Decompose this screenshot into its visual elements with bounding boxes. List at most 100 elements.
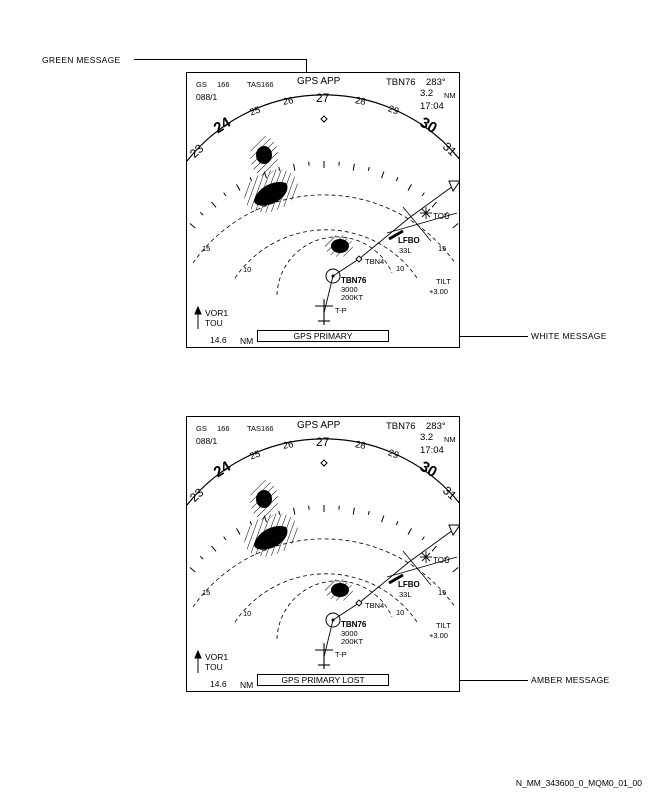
heading-mark-28: 28 xyxy=(354,95,367,108)
range-unit: NM xyxy=(240,336,254,346)
white-message-callout: WHITE MESSAGE xyxy=(531,331,607,341)
range-ring-outer xyxy=(192,538,456,608)
compass-tick xyxy=(367,166,370,171)
nav-station-label: TOU xyxy=(205,662,223,672)
waypoint-bearing: 283° xyxy=(426,77,446,88)
figure-id: N_MM_343600_0_MQM0_01_00 xyxy=(515,778,642,788)
compass-tick xyxy=(199,555,204,560)
compass-tick xyxy=(352,163,355,171)
gs-value: 166 xyxy=(217,424,230,433)
airport-label: LFBO xyxy=(398,580,420,589)
vor1-pointer xyxy=(194,305,202,329)
weather-cell-core-2 xyxy=(254,181,288,206)
waypoint-distance: 3.2 xyxy=(420,432,434,443)
tbn76-speed: 200KT xyxy=(341,637,364,646)
wind-readout: 088/1 xyxy=(196,436,218,446)
nav-display-2: 23 24 25 26 27 28 29 30 31 GS 166 TAS166… xyxy=(186,416,460,692)
heading-mark-26: 26 xyxy=(282,95,295,108)
tbn76-waypoint-dot xyxy=(331,618,335,622)
lubber-diamond xyxy=(320,459,328,467)
compass-tick xyxy=(223,192,227,197)
compass-tick xyxy=(452,567,459,573)
tilt-value: +3.00 xyxy=(429,287,448,296)
tbn76-waypoint-circle xyxy=(325,612,341,628)
tp-label: T-P xyxy=(335,306,347,315)
weather-cell-core-3 xyxy=(331,583,349,597)
nav-source-label: VOR1 xyxy=(205,308,229,318)
nav-display-1: 23 24 25 26 27 28 29 30 31 GS 166 TAS166… xyxy=(186,72,460,348)
range-unit: NM xyxy=(240,680,254,690)
tilt-label: TILT xyxy=(436,621,451,630)
runway-label: 33L xyxy=(399,590,412,599)
tilt-value: +3.00 xyxy=(429,631,448,640)
heading-mark-28: 28 xyxy=(354,439,367,452)
tbn4-fix-label: TBN4 xyxy=(365,601,385,610)
tou-fix-label: TOU xyxy=(433,556,450,565)
gs-label: GS xyxy=(196,80,207,89)
tbn76-altitude: 3000 xyxy=(341,629,358,638)
tp-cross-symbol xyxy=(315,299,333,325)
range-ring-label-right-outer: 15 xyxy=(438,588,447,597)
compass-tick xyxy=(352,507,355,515)
heading-mark-27: 27 xyxy=(316,91,330,105)
weather-cell-core-3 xyxy=(331,239,349,253)
tas-readout: TAS166 xyxy=(247,80,274,89)
compass-tick xyxy=(293,163,296,171)
green-message-leader-h xyxy=(134,59,306,60)
range-ring-label-right-inner: 10 xyxy=(396,608,405,617)
approach-line xyxy=(402,206,432,242)
runway-centerline xyxy=(386,212,458,234)
tou-fix-star xyxy=(420,207,432,219)
tp-label: T-P xyxy=(335,650,347,659)
runway-label: 33L xyxy=(399,246,412,255)
compass-tick xyxy=(395,177,399,182)
compass-tick xyxy=(211,201,217,208)
approach-mode: GPS APP xyxy=(297,420,341,431)
waypoint-bearing: 283° xyxy=(426,421,446,432)
compass-tick xyxy=(431,545,437,552)
compass-tick xyxy=(395,521,399,526)
aircraft-symbol xyxy=(448,180,459,193)
tbn4-fix-diamond xyxy=(355,599,363,607)
compass-tick xyxy=(367,510,370,515)
range-ring-label-left-inner: 10 xyxy=(243,265,252,274)
compass-tick xyxy=(189,223,196,229)
tbn4-fix-label: TBN4 xyxy=(365,257,385,266)
heading-mark-27: 27 xyxy=(316,435,330,449)
gs-value: 166 xyxy=(217,80,230,89)
tou-fix-label: TOU xyxy=(433,212,450,221)
compass-tick xyxy=(199,211,204,216)
compass-tick xyxy=(444,555,449,560)
compass-tick xyxy=(452,223,459,229)
compass-tick xyxy=(407,184,412,191)
nav-display-graphics xyxy=(187,438,459,673)
compass-tick xyxy=(249,521,253,526)
compass-arc xyxy=(187,438,459,506)
gs-label: GS xyxy=(196,424,207,433)
wind-readout: 088/1 xyxy=(196,92,218,102)
tbn76-waypoint-dot xyxy=(331,274,335,278)
heading-mark-26: 26 xyxy=(282,439,295,452)
compass-tick xyxy=(249,177,253,182)
range-ring-inner xyxy=(276,236,393,296)
tbn76-altitude: 3000 xyxy=(341,285,358,294)
range-ring-label-right-outer: 15 xyxy=(438,244,447,253)
gps-message-box: GPS PRIMARY xyxy=(257,330,389,342)
compass-tick xyxy=(236,184,241,191)
waypoint-distance-unit: NM xyxy=(444,91,456,100)
green-message-callout: GREEN MESSAGE xyxy=(42,55,121,65)
amber-message-callout: AMBER MESSAGE xyxy=(531,675,610,685)
range-ring-label-left-outer: 15 xyxy=(202,244,211,253)
tou-fix-star xyxy=(420,551,432,563)
tbn76-waypoint-circle xyxy=(325,268,341,284)
weather-cell-core-2 xyxy=(254,525,288,550)
waypoint-distance: 3.2 xyxy=(420,88,434,99)
tbn76-label: TBN76 xyxy=(341,276,367,285)
range-ring-outer xyxy=(192,194,456,264)
tp-cross-symbol xyxy=(315,643,333,669)
compass-tick xyxy=(223,536,227,541)
lubber-diamond xyxy=(320,115,328,123)
nav-station-label: TOU xyxy=(205,318,223,328)
compass-tick xyxy=(381,515,385,523)
tilt-label: TILT xyxy=(436,277,451,286)
